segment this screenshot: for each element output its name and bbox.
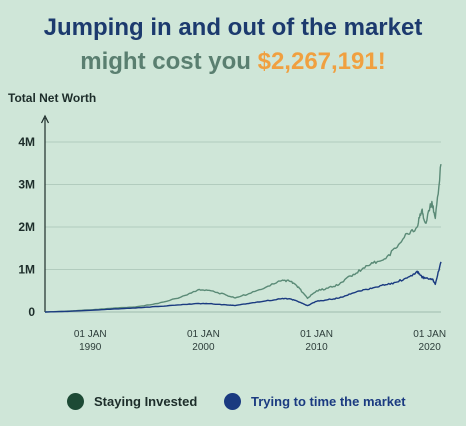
y-tick-label-1: 1M xyxy=(18,263,35,277)
y-tick-label-0: 0 xyxy=(28,305,35,319)
x-tick-label-1-year: 2000 xyxy=(192,342,215,353)
x-tick-label-1-day: 01 JAN xyxy=(187,329,220,340)
chart-legend: Staying Invested Trying to time the mark… xyxy=(0,393,466,413)
legend-dot-trying-to-time xyxy=(224,393,241,410)
chart-title-line1: Jumping in and out of the market xyxy=(43,14,423,41)
x-tick-label-0-year: 1990 xyxy=(79,342,102,353)
legend-label-staying-invested: Staying Invested xyxy=(94,394,198,409)
x-tick-label-3-day: 01 JAN xyxy=(413,329,446,340)
chart-title-amount: $2,267,191! xyxy=(257,48,386,75)
series-line-0 xyxy=(44,163,442,313)
chart-title-prefix: might cost you xyxy=(80,48,258,75)
chart-title-line2: might cost you $2,267,191! xyxy=(0,48,466,76)
x-tick-label-2-year: 2010 xyxy=(305,342,328,353)
x-tick-label-0-day: 01 JAN xyxy=(74,329,107,340)
x-tick-label-2-day: 01 JAN xyxy=(300,329,333,340)
legend-item-staying-invested[interactable]: Staying Invested xyxy=(67,393,197,410)
legend-dot-staying-invested xyxy=(67,393,84,410)
y-axis-label: Total Net Worth xyxy=(8,91,97,105)
legend-label-trying-to-time: Trying to time the market xyxy=(251,394,406,409)
y-tick-label-2: 2M xyxy=(18,220,35,234)
y-tick-label-4: 4M xyxy=(18,135,35,149)
legend-item-trying-to-time[interactable]: Trying to time the market xyxy=(224,393,406,410)
y-tick-label-3: 3M xyxy=(18,178,35,192)
y-axis-arrow xyxy=(40,114,50,124)
x-tick-label-3-year: 2020 xyxy=(419,342,442,353)
series-line-1 xyxy=(44,261,442,313)
